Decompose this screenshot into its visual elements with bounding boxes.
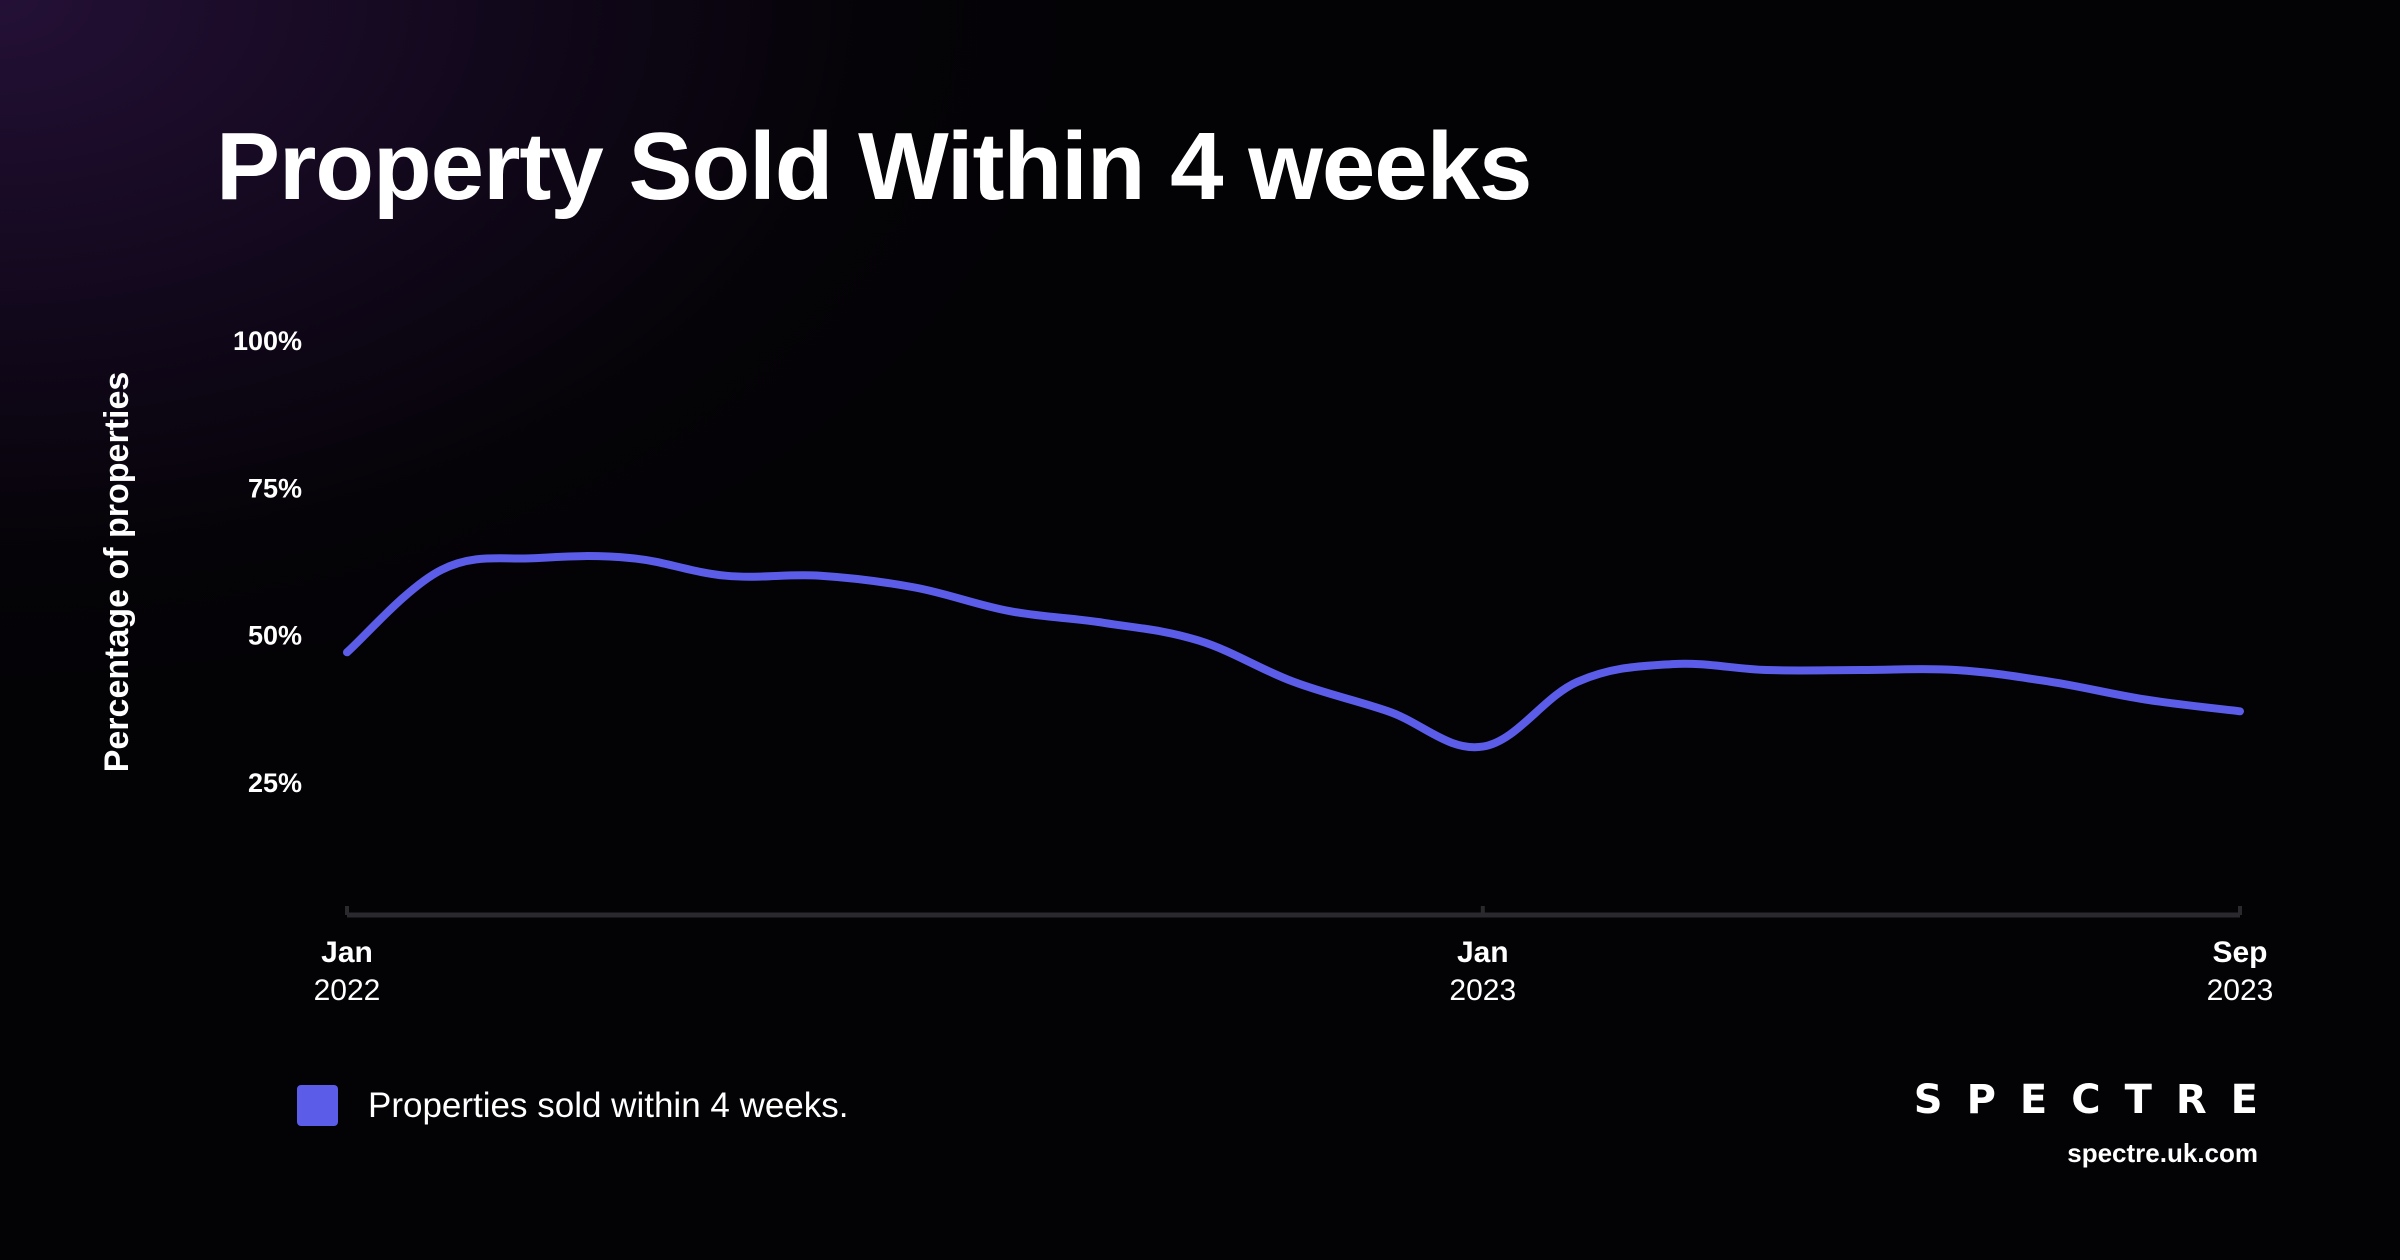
- x-ticks: Jan 2022 Jan 2023 Sep 2023: [314, 936, 2274, 1007]
- legend-swatch: [297, 1085, 338, 1126]
- x-tick-month-label: Jan: [1457, 936, 1509, 969]
- legend: Properties sold within 4 weeks.: [297, 1085, 849, 1126]
- series-lines: [343, 552, 2244, 752]
- chart-title: Property Sold Within 4 weeks: [216, 113, 1532, 220]
- y-tick-label: 25%: [248, 768, 302, 798]
- y-tick-label: 75%: [248, 473, 302, 503]
- x-tick-month-label: Jan: [321, 936, 373, 969]
- x-tick-year-label: 2022: [314, 974, 381, 1007]
- x-tick-year-label: 2023: [1449, 974, 1516, 1007]
- brand-url: spectre.uk.com: [2067, 1138, 2258, 1168]
- y-tick-label: 50%: [248, 621, 302, 651]
- x-axis: [345, 906, 2242, 918]
- x-tick-month-label: Sep: [2212, 936, 2267, 969]
- x-tick-year-label: 2023: [2207, 974, 2274, 1007]
- series-line-0: [343, 552, 2244, 752]
- y-tick-label: 100%: [233, 326, 302, 356]
- y-axis-label: Percentage of properties: [98, 372, 136, 773]
- y-ticks: 25% 50% 75% 100%: [233, 326, 302, 798]
- brand: SPECTRE spectre.uk.com: [1914, 1080, 2258, 1169]
- brand-logo: SPECTRE: [1913, 1077, 2282, 1123]
- legend-label: Properties sold within 4 weeks.: [368, 1085, 849, 1125]
